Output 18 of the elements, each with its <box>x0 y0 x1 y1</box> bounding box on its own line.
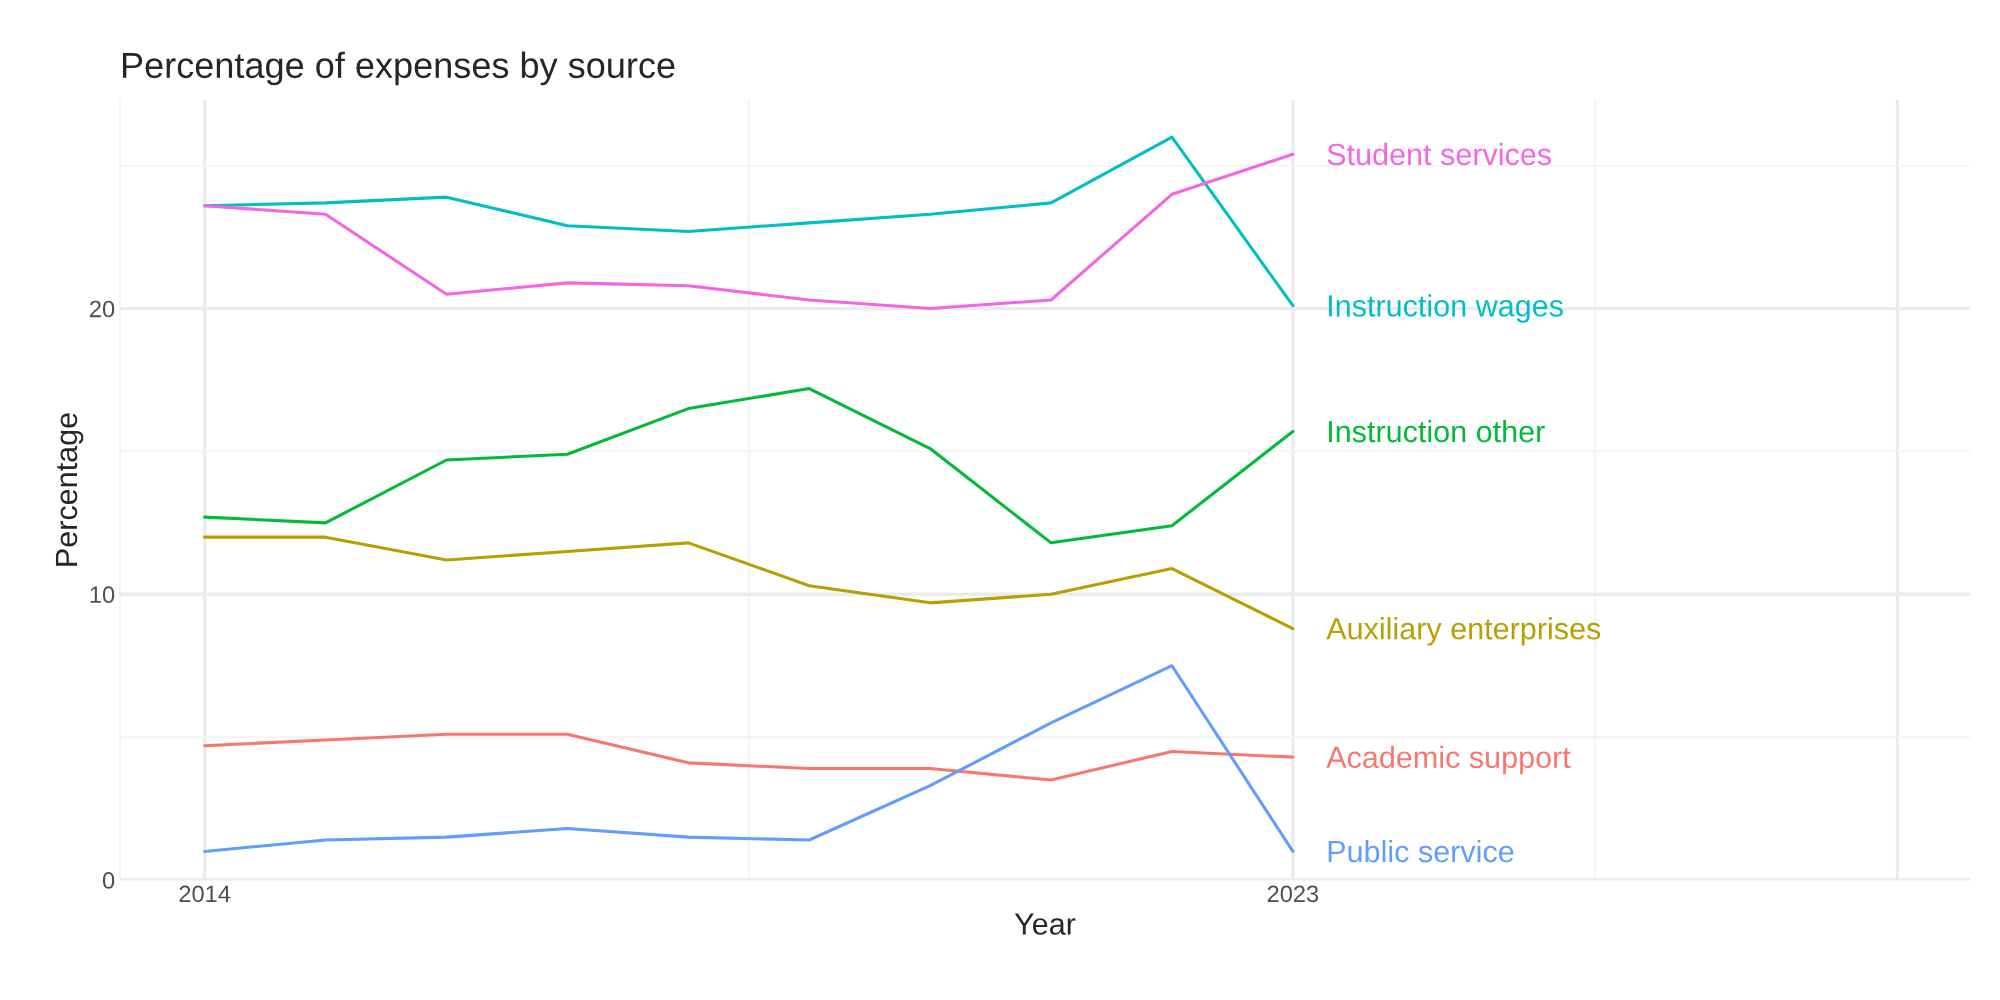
series-label: Academic support <box>1326 745 1571 775</box>
y-tick-label: 0 <box>102 872 115 889</box>
line-series <box>203 664 1295 853</box>
series-label: Student services <box>1327 142 1551 166</box>
series-label: Auxiliary enterprises <box>1326 617 1601 646</box>
series-label: Instruction wages <box>1329 294 1563 323</box>
y-tick-label: 20 <box>90 300 115 318</box>
x-tick-label: 2014 <box>179 885 231 903</box>
x-axis-title: Year <box>1014 913 1076 935</box>
series-label: Instruction other <box>1329 419 1545 443</box>
line-series <box>203 387 1295 545</box>
y-tick-label: 10 <box>90 586 115 604</box>
chart-title: Percentage of expenses by source <box>122 51 675 86</box>
line-series <box>203 732 1295 782</box>
line-series <box>203 535 1295 631</box>
x-tick-label: 2023 <box>1267 885 1319 903</box>
y-axis-title: Percentage <box>55 413 84 566</box>
series-label: Public service <box>1328 839 1514 863</box>
